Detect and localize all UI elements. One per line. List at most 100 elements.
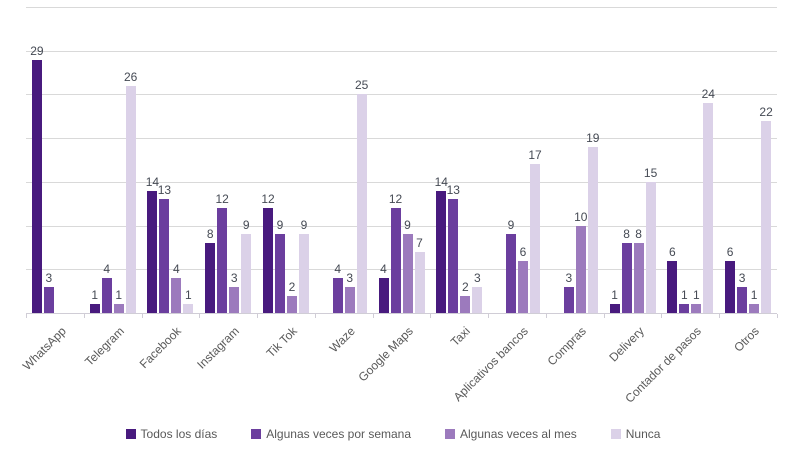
value-label: 7	[416, 235, 423, 250]
bar	[31, 59, 42, 313]
axis-tick	[199, 314, 200, 318]
legend-swatch-icon	[125, 429, 136, 439]
gridline	[26, 182, 777, 183]
axis-tick	[488, 314, 489, 318]
bar	[183, 304, 194, 313]
value-label: 29	[30, 43, 44, 58]
bar	[43, 286, 54, 313]
bar	[621, 243, 632, 313]
value-label: 9	[300, 218, 308, 233]
legend-item: Todos los días	[125, 427, 217, 441]
axis-tick	[777, 314, 778, 318]
bar	[241, 234, 252, 313]
legend-label: Nunca	[625, 427, 661, 441]
value-label: 3	[230, 270, 238, 285]
bar	[159, 199, 170, 313]
value-label: 1	[680, 288, 688, 303]
value-label: 1	[185, 288, 192, 303]
bar	[356, 94, 367, 313]
bar	[761, 120, 772, 313]
gridline	[26, 138, 777, 139]
value-label: 13	[157, 183, 172, 198]
gridline	[26, 7, 777, 8]
value-label: 2	[288, 279, 296, 294]
value-label: 3	[346, 270, 354, 285]
value-label: 4	[334, 262, 342, 276]
value-label: 3	[565, 270, 573, 285]
axis-tick	[546, 314, 547, 318]
bar	[332, 278, 343, 313]
bar	[287, 295, 297, 313]
axis-tick	[26, 314, 27, 318]
value-label: 15	[643, 165, 658, 180]
bar	[691, 304, 702, 313]
bar	[448, 199, 459, 313]
value-label: 1	[91, 288, 99, 303]
value-label: 8	[635, 227, 642, 242]
bar	[609, 304, 620, 313]
value-label: 8	[623, 227, 630, 242]
bar	[436, 190, 447, 313]
bar	[275, 234, 285, 313]
bar	[89, 304, 100, 313]
bar	[530, 164, 540, 313]
value-label: 12	[215, 192, 229, 207]
bar	[633, 243, 644, 313]
value-label: 22	[759, 104, 773, 119]
value-label: 9	[242, 218, 250, 233]
gridline	[26, 94, 777, 95]
value-label: 9	[276, 218, 284, 233]
bar	[171, 278, 182, 313]
bar	[737, 286, 748, 313]
bar	[518, 260, 528, 313]
bar	[299, 234, 309, 313]
legend-item: Nunca	[610, 427, 661, 441]
bar	[506, 234, 516, 313]
legend-item: Algunas veces por semana	[251, 427, 411, 441]
bar	[402, 234, 413, 313]
legend-item: Algunas veces al mes	[445, 427, 577, 441]
bar	[344, 286, 355, 313]
bar	[575, 225, 586, 313]
value-label: 10	[574, 209, 588, 224]
value-label: 1	[750, 288, 758, 303]
legend-label: Algunas veces al mes	[460, 427, 577, 441]
bar	[229, 286, 240, 313]
bar	[563, 286, 574, 313]
bar	[378, 278, 389, 313]
value-label: 3	[45, 270, 53, 285]
value-label: 26	[124, 69, 138, 84]
value-label: 14	[434, 174, 448, 189]
value-label: 9	[404, 218, 411, 233]
value-label: 24	[701, 87, 715, 102]
axis-tick	[719, 314, 720, 318]
value-label: 14	[145, 174, 160, 189]
value-label: 9	[507, 218, 515, 233]
bar	[147, 190, 158, 313]
gridline	[26, 51, 777, 52]
axis-tick	[430, 314, 431, 318]
bar	[414, 251, 425, 313]
value-label: 1	[692, 288, 700, 303]
value-label: 6	[668, 244, 676, 259]
value-label: 2	[461, 279, 469, 294]
legend-swatch-icon	[251, 429, 262, 439]
legend-label: Algunas veces por semana	[266, 427, 412, 441]
legend: Todos los días Algunas veces por semana Al…	[0, 427, 786, 441]
legend-swatch-icon	[610, 429, 621, 439]
value-label: 4	[103, 262, 111, 276]
bar	[460, 295, 471, 313]
gridline	[26, 269, 777, 270]
legend-swatch-icon	[445, 429, 456, 439]
bar	[703, 103, 714, 313]
value-label: 6	[519, 244, 527, 259]
axis-tick	[84, 314, 85, 318]
value-label: 3	[738, 270, 746, 285]
bar	[472, 286, 483, 313]
value-label: 3	[473, 270, 481, 285]
value-label: 25	[355, 78, 369, 93]
bar	[205, 243, 216, 313]
value-label: 13	[446, 183, 460, 198]
